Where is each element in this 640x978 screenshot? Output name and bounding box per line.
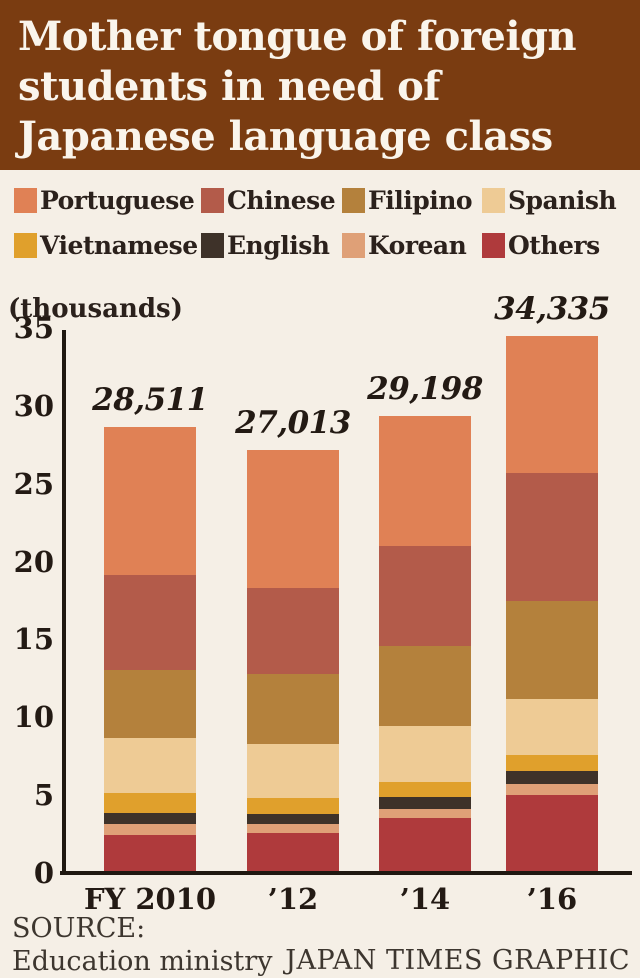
legend-swatch-chinese	[201, 188, 224, 213]
x-axis-label: ’14	[399, 882, 451, 916]
bar-segment-chinese	[247, 588, 339, 674]
y-tick-label-15: 15	[13, 622, 54, 657]
bar-segment-filipino	[247, 673, 339, 744]
source-note: SOURCE: Education ministry	[12, 913, 273, 977]
legend-label: Portuguese	[40, 186, 195, 215]
y-tick-label-25: 25	[13, 466, 54, 501]
legend-swatch-others	[482, 233, 505, 258]
bar-segment-filipino	[506, 600, 598, 699]
bar-segment-chinese	[506, 473, 598, 601]
y-tick-label-30: 30	[13, 388, 54, 423]
y-tick-label-10: 10	[13, 700, 54, 735]
y-tick-label-5: 5	[33, 778, 54, 813]
legend-label: Vietnamese	[40, 231, 198, 260]
bar-segment-vietnamese	[506, 754, 598, 771]
bar-segment-english	[379, 797, 471, 810]
bar-segment-spanish	[104, 738, 196, 794]
bar-total-label: 29,198	[367, 371, 483, 408]
bar-segment-others	[247, 832, 339, 871]
bar-segment-filipino	[104, 670, 196, 739]
bar-total-label: 28,511	[92, 382, 208, 419]
legend-item-spanish: Spanish	[482, 186, 617, 215]
legend-item-korean: Korean	[342, 231, 482, 260]
legend-label: Filipino	[368, 186, 473, 215]
bar-fy2010	[104, 427, 196, 871]
legend-item-vietnamese: Vietnamese	[14, 231, 201, 260]
legend-swatch-portuguese	[14, 188, 37, 213]
bar-segment-chinese	[379, 546, 471, 646]
bar-segment-portuguese	[104, 427, 196, 575]
bar-segment-filipino	[379, 646, 471, 727]
x-axis-line	[60, 871, 632, 875]
legend-swatch-vietnamese	[14, 233, 37, 258]
y-tick-label-20: 20	[13, 544, 54, 579]
bar-segment-korean	[104, 824, 196, 835]
bar-total-label: 34,335	[494, 291, 610, 328]
bar-segment-spanish	[247, 743, 339, 799]
bar-segment-spanish	[379, 726, 471, 782]
credit-note: JAPAN TIMES GRAPHIC	[285, 945, 630, 976]
legend-label: Others	[508, 231, 600, 260]
bar-segment-vietnamese	[379, 781, 471, 798]
chart-legend: Portuguese Chinese Filipino Spanish Vietname…	[14, 186, 617, 260]
legend-label: English	[227, 231, 330, 260]
bar-14	[379, 416, 471, 871]
bar-total-label: 27,013	[235, 405, 351, 442]
bar-12	[247, 450, 339, 871]
legend-label: Chinese	[227, 186, 336, 215]
bar-segment-portuguese	[506, 336, 598, 474]
legend-item-english: English	[201, 231, 342, 260]
y-tick-label-35: 35	[13, 311, 54, 346]
legend-swatch-filipino	[342, 188, 365, 213]
header-banner: Mother tongue of foreign students in nee…	[0, 0, 640, 170]
bar-segment-others	[379, 818, 471, 871]
bar-segment-vietnamese	[247, 798, 339, 814]
legend-swatch-korean	[342, 233, 365, 258]
bar-segment-english	[104, 812, 196, 825]
legend-swatch-english	[201, 233, 224, 258]
bar-segment-korean	[247, 824, 339, 833]
legend-swatch-spanish	[482, 188, 505, 213]
bar-segment-english	[506, 770, 598, 785]
bar-segment-portuguese	[247, 450, 339, 589]
y-axis-units-label: (thousands)	[8, 294, 183, 324]
bar-segment-english	[247, 813, 339, 825]
x-axis-label: ’12	[267, 882, 319, 916]
page-title: Mother tongue of foreign students in nee…	[18, 13, 577, 160]
legend-label: Korean	[368, 231, 467, 260]
bar-segment-portuguese	[379, 416, 471, 547]
x-axis-label: ’16	[526, 882, 578, 916]
x-axis-label: FY 2010	[83, 882, 217, 916]
bar-segment-korean	[379, 809, 471, 819]
legend-item-portuguese: Portuguese	[14, 186, 201, 215]
y-axis-line	[62, 330, 66, 875]
bar-segment-others	[104, 834, 196, 871]
legend-label: Spanish	[508, 186, 617, 215]
bar-segment-others	[506, 795, 598, 871]
bar-segment-korean	[506, 784, 598, 796]
legend-item-others: Others	[482, 231, 616, 260]
bar-segment-chinese	[104, 574, 196, 671]
y-tick-label-0: 0	[33, 856, 54, 890]
bar-segment-spanish	[506, 698, 598, 755]
bar-16	[506, 336, 598, 871]
bar-segment-vietnamese	[104, 793, 196, 813]
legend-item-chinese: Chinese	[201, 186, 342, 215]
legend-item-filipino: Filipino	[342, 186, 482, 215]
